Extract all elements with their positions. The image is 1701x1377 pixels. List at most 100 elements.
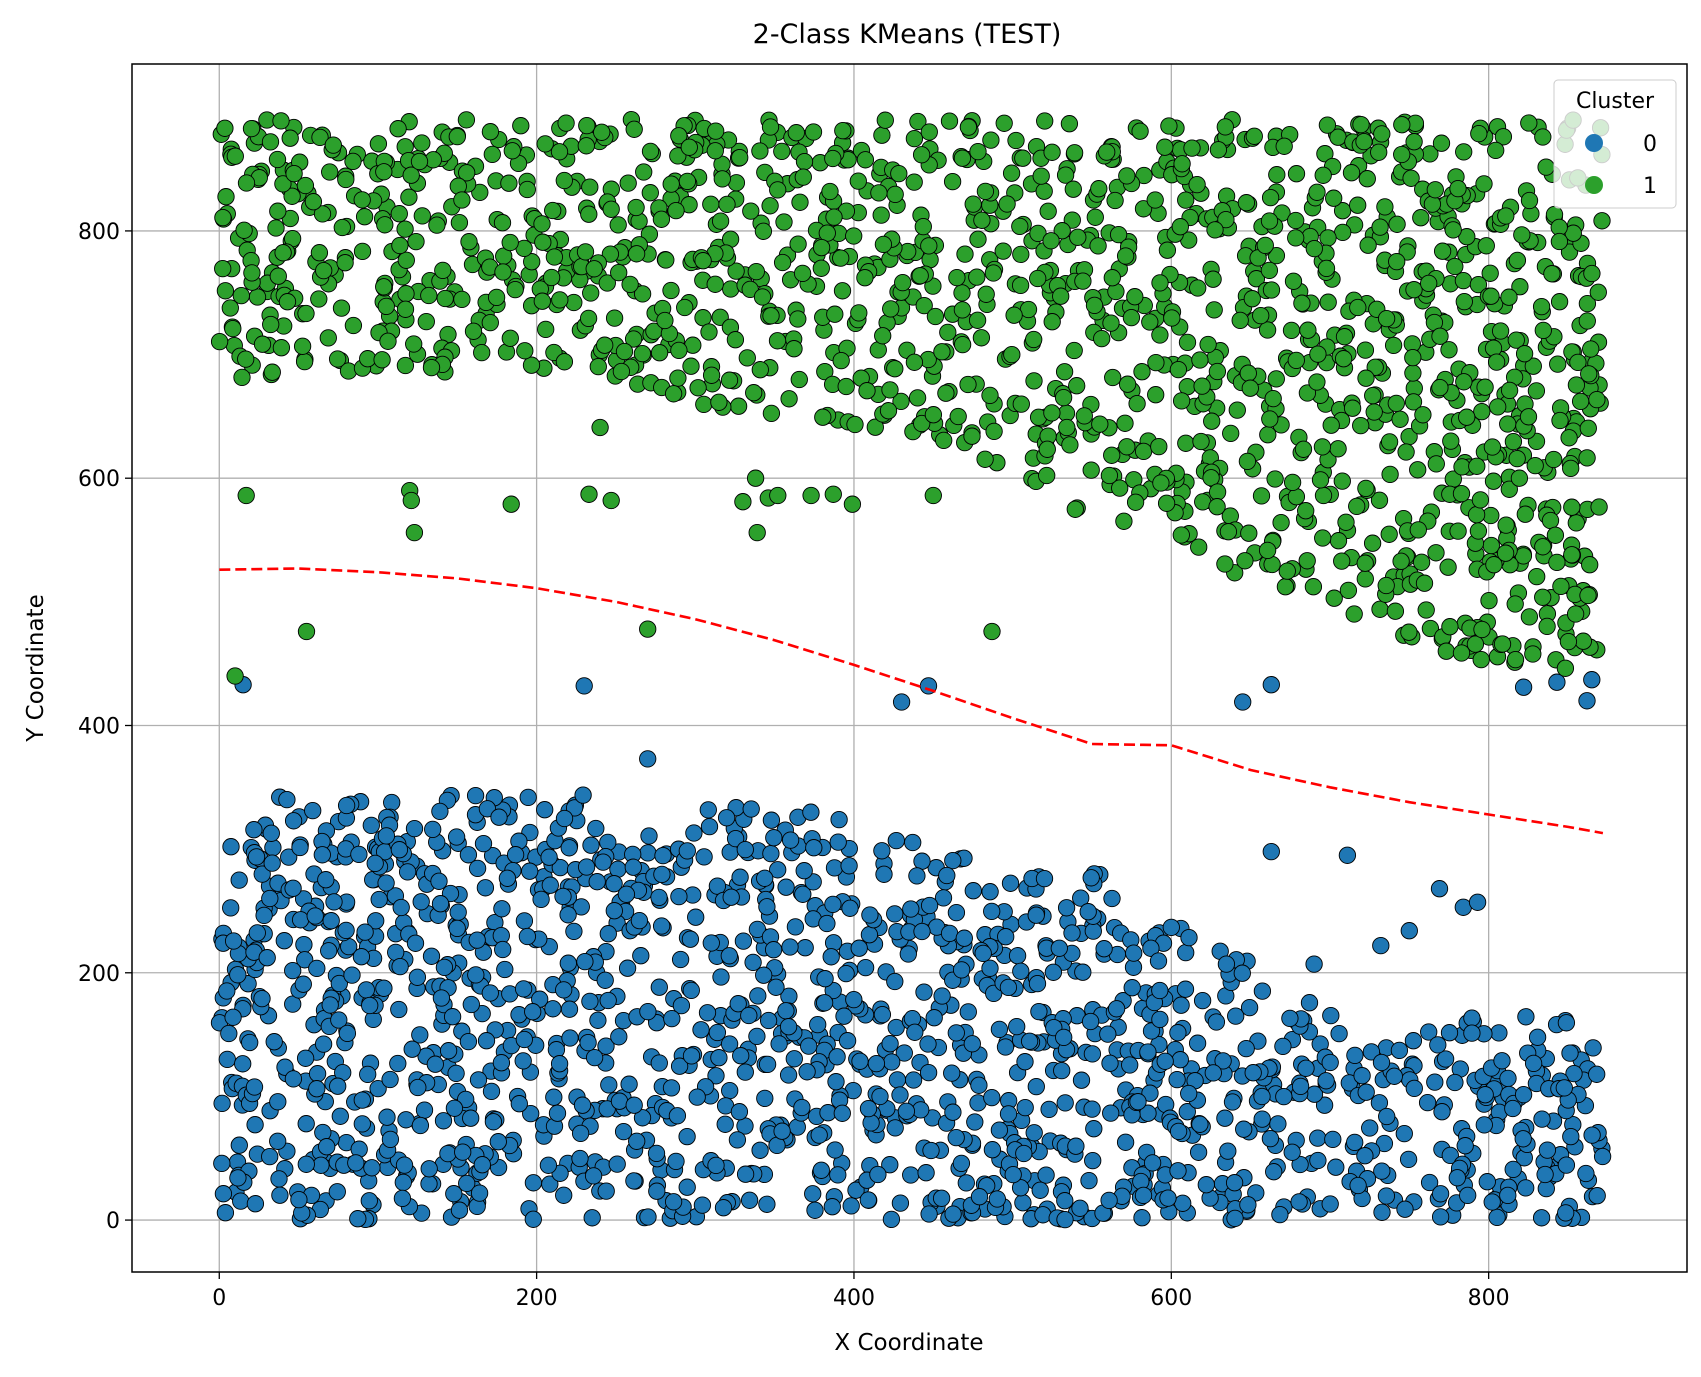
data-point-cluster-0: [1483, 1193, 1501, 1211]
data-point-cluster-0: [751, 1141, 769, 1159]
data-point-cluster-1: [746, 469, 765, 487]
data-point-cluster-0: [1420, 1173, 1439, 1192]
data-point-cluster-0: [856, 958, 875, 977]
data-point-cluster-0: [296, 951, 314, 969]
data-point-cluster-0: [448, 919, 466, 938]
data-point-cluster-1: [710, 393, 728, 411]
data-point-cluster-0: [294, 975, 312, 993]
data-point-cluster-0: [353, 1115, 371, 1133]
data-point-cluster-0: [1459, 1186, 1477, 1205]
data-point-cluster-0: [571, 1149, 589, 1168]
data-point-cluster-1: [1098, 143, 1116, 161]
data-point-cluster-1: [1177, 434, 1195, 452]
data-point-cluster-1: [263, 363, 281, 381]
data-point-cluster-1: [935, 431, 953, 450]
data-point-cluster-0: [397, 1111, 415, 1129]
data-point-cluster-0: [1357, 1083, 1375, 1101]
data-point-cluster-1: [995, 114, 1013, 132]
data-point-cluster-0: [748, 1027, 766, 1046]
data-point-cluster-0: [581, 992, 599, 1011]
data-point-cluster-0: [290, 1190, 308, 1209]
data-point-cluster-1: [1487, 353, 1506, 371]
data-point-cluster-0: [1262, 842, 1280, 861]
data-point-cluster-1: [1287, 165, 1306, 183]
data-point-cluster-0: [816, 970, 834, 988]
data-point-cluster-0: [1151, 1010, 1169, 1029]
data-point-cluster-0: [269, 1093, 287, 1111]
data-point-cluster-1: [1467, 506, 1486, 524]
data-point-cluster-1: [959, 118, 978, 136]
data-point-cluster-0: [1056, 1094, 1074, 1112]
data-point-cluster-0: [406, 934, 425, 952]
data-point-cluster-0: [938, 866, 956, 885]
data-point-cluster-1: [969, 230, 987, 248]
data-point-cluster-1: [610, 263, 628, 282]
data-point-cluster-1: [1580, 365, 1598, 383]
data-point-cluster-0: [587, 819, 605, 838]
data-point-cluster-0: [459, 1032, 478, 1051]
data-point-cluster-1: [727, 262, 745, 280]
data-point-cluster-1: [718, 195, 736, 214]
data-point-cluster-0: [571, 1124, 590, 1143]
data-point-cluster-1: [1365, 403, 1383, 421]
data-point-cluster-0: [1028, 974, 1047, 993]
data-point-cluster-0: [662, 1079, 681, 1097]
data-point-cluster-0: [630, 911, 649, 930]
data-point-cluster-0: [717, 809, 736, 827]
data-point-cluster-0: [314, 1035, 333, 1053]
data-point-cluster-1: [1093, 329, 1111, 348]
data-point-cluster-0: [1431, 1185, 1450, 1203]
data-point-cluster-1: [905, 129, 924, 148]
data-point-cluster-0: [981, 883, 999, 901]
data-point-cluster-1: [1316, 145, 1334, 163]
data-point-cluster-1: [1118, 375, 1137, 393]
data-point-cluster-1: [1064, 180, 1082, 198]
data-point-cluster-1: [1370, 143, 1388, 161]
data-point-cluster-1: [235, 221, 253, 239]
data-point-cluster-0: [904, 1071, 923, 1089]
data-point-cluster-1: [1499, 415, 1517, 433]
data-point-cluster-0: [678, 842, 696, 860]
data-point-cluster-1: [1578, 294, 1597, 313]
data-point-cluster-0: [983, 1088, 1001, 1107]
data-point-cluster-1: [1507, 331, 1525, 349]
data-point-cluster-0: [458, 1174, 476, 1193]
data-point-cluster-1: [1381, 465, 1399, 484]
data-point-cluster-0: [1338, 846, 1357, 864]
data-point-cluster-1: [428, 216, 446, 234]
data-point-cluster-1: [983, 622, 1001, 641]
data-point-cluster-0: [577, 858, 596, 876]
data-point-cluster-0: [1356, 1147, 1374, 1165]
data-point-cluster-1: [1278, 562, 1296, 580]
data-point-cluster-0: [477, 1032, 496, 1050]
data-point-cluster-1: [1578, 312, 1596, 330]
data-point-cluster-1: [1388, 252, 1406, 271]
data-point-cluster-0: [1468, 893, 1487, 911]
data-point-cluster-1: [237, 350, 255, 368]
data-point-cluster-0: [625, 1096, 643, 1114]
data-point-cluster-0: [912, 1101, 930, 1119]
data-point-cluster-1: [676, 298, 694, 317]
data-point-cluster-1: [1506, 595, 1524, 613]
data-point-cluster-1: [376, 216, 394, 234]
data-point-cluster-0: [618, 959, 637, 977]
data-point-cluster-0: [1004, 1165, 1022, 1184]
data-point-cluster-0: [1430, 880, 1449, 898]
data-point-cluster-0: [906, 1023, 924, 1041]
data-point-cluster-1: [1487, 141, 1505, 160]
data-point-cluster-0: [275, 932, 293, 950]
data-point-cluster-1: [1582, 340, 1600, 358]
data-point-cluster-1: [1500, 381, 1519, 400]
data-point-cluster-0: [599, 925, 617, 943]
data-point-cluster-1: [1240, 524, 1258, 542]
data-point-cluster-1: [886, 360, 904, 378]
data-point-cluster-1: [328, 350, 347, 368]
data-point-cluster-0: [555, 981, 573, 999]
data-point-cluster-1: [1272, 513, 1290, 532]
data-point-cluster-1: [1086, 208, 1104, 226]
data-point-cluster-1: [713, 170, 731, 188]
data-point-cluster-1: [1147, 353, 1165, 372]
data-point-cluster-0: [685, 824, 703, 842]
data-point-cluster-0: [1555, 1079, 1573, 1097]
data-point-cluster-0: [1083, 1045, 1102, 1063]
